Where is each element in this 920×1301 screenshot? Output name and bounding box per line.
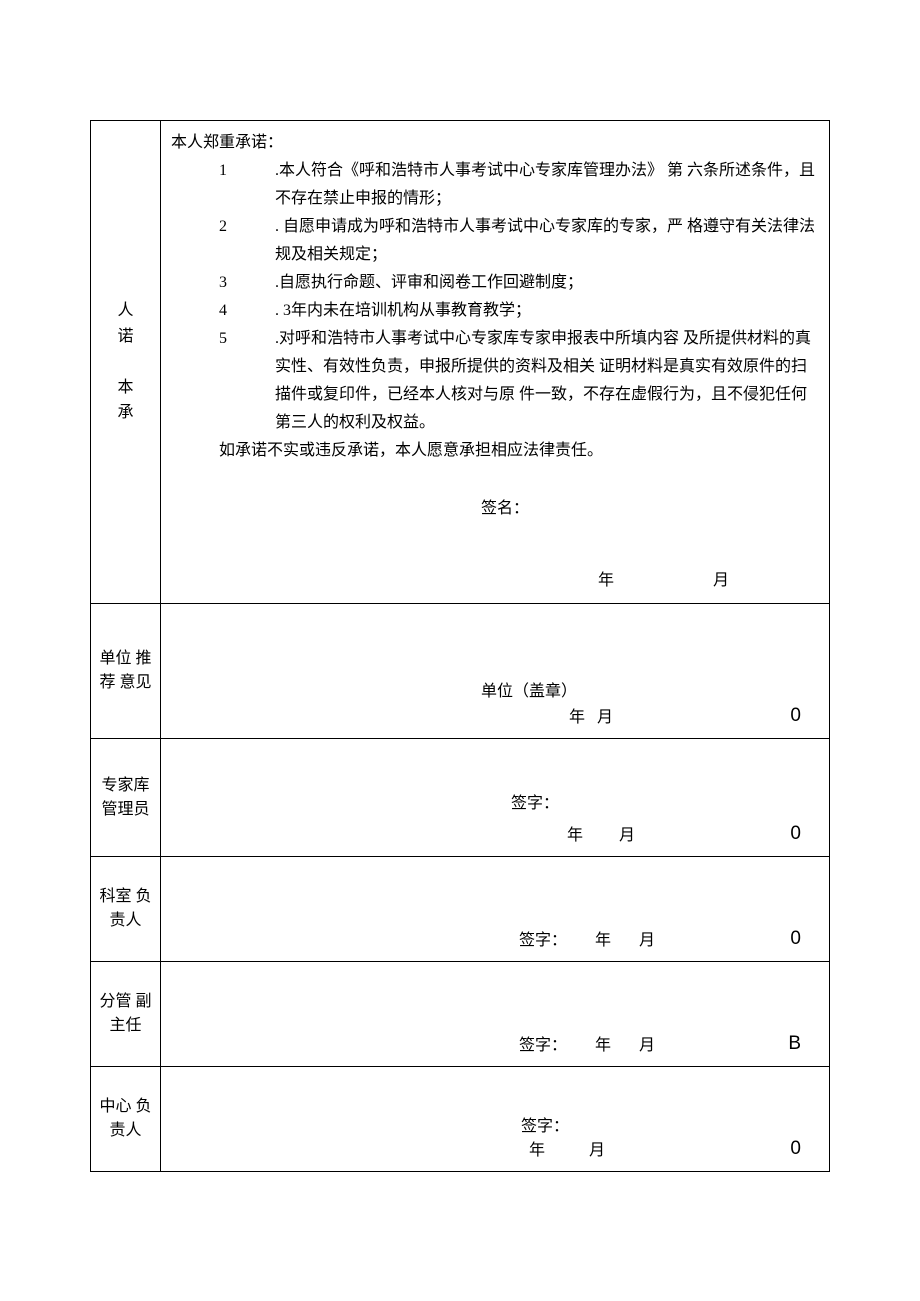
deputy-label-cell: 分管 副 主任 [91, 962, 161, 1067]
item-text: .本人符合《呼和浩特市人事考试中心专家库管理办法》 第 六条所述条件，且不存在禁… [275, 157, 819, 213]
item-text: . 自愿申请成为呼和浩特市人事考试中心专家库的专家，严 格遵守有关法律法规及相关… [275, 213, 819, 269]
unit-opinion-content: 单位（盖章） 年 月 0 [161, 604, 830, 739]
year-label: 年 [598, 567, 709, 595]
db-admin-content: 签字： 年 月 0 [161, 739, 830, 857]
db-admin-date: 年 月 [567, 822, 667, 850]
label-char: 诺 [117, 324, 133, 350]
unit-date: 年 月 [569, 704, 617, 732]
label-char: 承 [117, 400, 133, 426]
item-number: 2 [171, 213, 275, 241]
commitment-closing: 如承诺不实或违反承诺，本人愿意承担相应法律责任。 [171, 437, 819, 465]
month-label: 月 [713, 567, 729, 595]
commitment-content-cell: 本人郑重承诺： 1 .本人符合《呼和浩特市人事考试中心专家库管理办法》 第 六条… [161, 121, 830, 604]
deputy-label: 分管 副 主任 [95, 990, 156, 1038]
day-zero: 0 [790, 922, 801, 955]
db-admin-label: 专家库 管理员 [95, 774, 156, 822]
center-head-date: 年 月 [529, 1137, 645, 1165]
commitment-item-1: 1 .本人符合《呼和浩特市人事考试中心专家库管理办法》 第 六条所述条件，且不存… [171, 157, 819, 213]
commitment-item-4: 4 . 3年内未在培训机构从事教育教学； [171, 297, 819, 325]
item-text: . 3年内未在培训机构从事教育教学； [275, 297, 531, 325]
item-number: 4 [171, 297, 275, 325]
day-zero: 0 [790, 1132, 801, 1165]
day-zero: 0 [790, 817, 801, 850]
label-char: 人 [117, 298, 133, 324]
commitment-date-line: 年 月 [171, 567, 819, 595]
unit-opinion-label: 单位 推 荐 意见 [95, 647, 156, 695]
commitment-intro: 本人郑重承诺： [171, 129, 819, 157]
db-admin-label-cell: 专家库 管理员 [91, 739, 161, 857]
center-head-content: 签字： 年 月 0 [161, 1067, 830, 1172]
day-b: B [788, 1027, 801, 1060]
approval-form-table: 人 诺 本 承 本人郑重承诺： 1 .本人符合《呼和浩特市人事考试中心专家库管理… [90, 120, 830, 1172]
item-number: 3 [171, 269, 275, 297]
deputy-sign-date: 签字： 年 月 [519, 1032, 655, 1060]
item-number: 1 [171, 157, 275, 185]
center-head-label-cell: 中心 负 责人 [91, 1067, 161, 1172]
commitment-item-5: 5 .对呼和浩特市人事考试中心专家库专家申报表中所填内容 及所提供材料的真实性、… [171, 325, 819, 437]
signature-label: 签名： [171, 495, 819, 523]
db-admin-sign: 签字： [511, 790, 559, 818]
dept-head-label: 科室 负 责人 [95, 885, 156, 933]
item-text: .对呼和浩特市人事考试中心专家库专家申报表中所填内容 及所提供材料的真实性、有效… [275, 325, 819, 437]
item-number: 5 [171, 325, 275, 353]
commitment-label-cell: 人 诺 本 承 [91, 121, 161, 604]
dept-head-content: 签字： 年 月 0 [161, 857, 830, 962]
dept-head-sign-date: 签字： 年 月 [519, 927, 655, 955]
deputy-content: 签字： 年 月 B [161, 962, 830, 1067]
commitment-label: 人 诺 本 承 [95, 129, 156, 595]
center-head-label: 中心 负 责人 [95, 1095, 156, 1143]
unit-opinion-label-cell: 单位 推 荐 意见 [91, 604, 161, 739]
label-char: 本 [117, 375, 133, 401]
commitment-item-3: 3 .自愿执行命题、评审和阅卷工作回避制度； [171, 269, 819, 297]
dept-head-label-cell: 科室 负 责人 [91, 857, 161, 962]
day-zero: 0 [790, 699, 801, 732]
item-text: .自愿执行命题、评审和阅卷工作回避制度； [275, 269, 583, 297]
unit-stamp-label: 单位（盖章） [481, 678, 577, 706]
commitment-item-2: 2 . 自愿申请成为呼和浩特市人事考试中心专家库的专家，严 格遵守有关法律法规及… [171, 213, 819, 269]
